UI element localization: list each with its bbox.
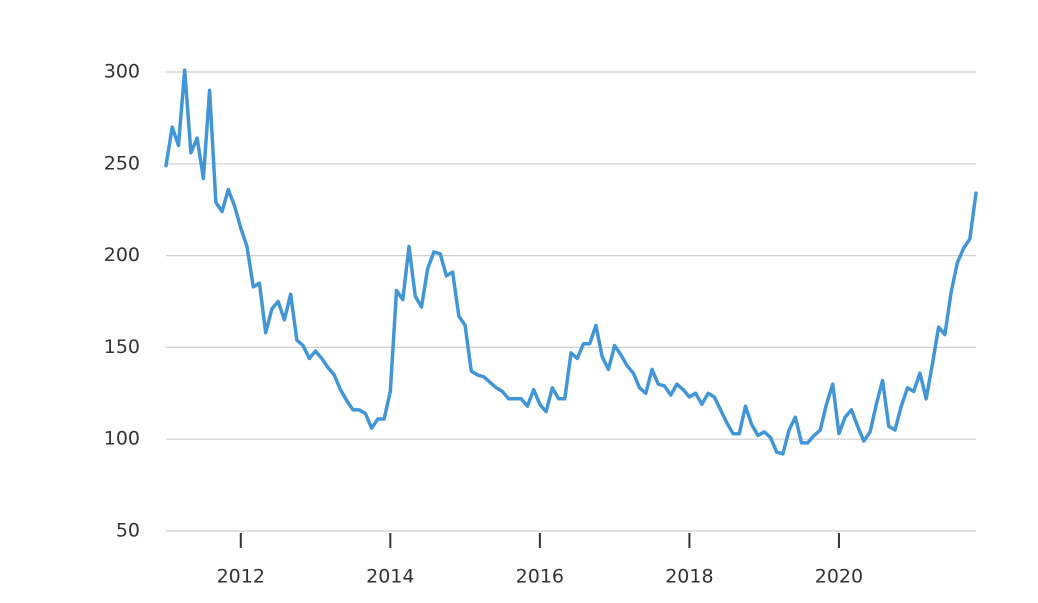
x-tick-label: 2020 (815, 566, 863, 588)
y-tick-label: 300 (104, 61, 140, 83)
x-tick-label: 2014 (366, 566, 414, 588)
y-tick-label: 200 (104, 244, 140, 266)
y-tick-label: 150 (104, 336, 140, 358)
x-tick-label: 2012 (217, 566, 265, 588)
data-line (164, 68, 978, 456)
x-tick-label: 2016 (516, 566, 564, 588)
x-tick-label: 2018 (665, 566, 713, 588)
y-tick-label: 100 (104, 428, 140, 450)
y-tick-label: 50 (116, 520, 140, 542)
y-tick-label: 250 (104, 152, 140, 174)
